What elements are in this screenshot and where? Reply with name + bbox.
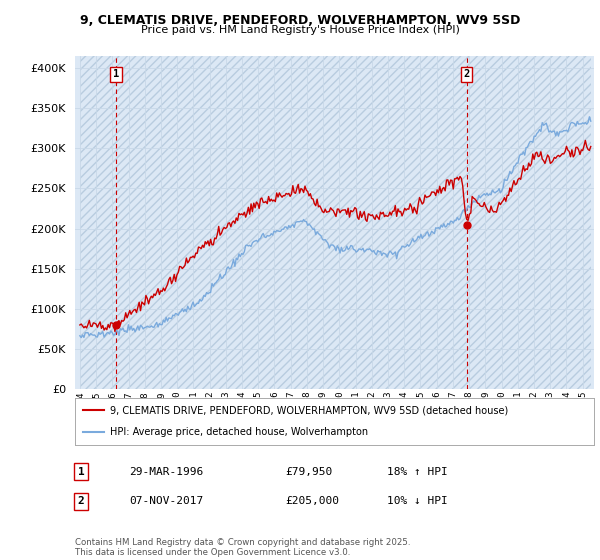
Text: 07-NOV-2017: 07-NOV-2017 [129, 496, 203, 506]
Text: 29-MAR-1996: 29-MAR-1996 [129, 466, 203, 477]
Text: 1: 1 [113, 69, 119, 80]
Text: HPI: Average price, detached house, Wolverhampton: HPI: Average price, detached house, Wolv… [110, 427, 368, 437]
Text: 1: 1 [77, 466, 85, 477]
Text: 2: 2 [77, 496, 85, 506]
Text: 18% ↑ HPI: 18% ↑ HPI [387, 466, 448, 477]
Text: Price paid vs. HM Land Registry's House Price Index (HPI): Price paid vs. HM Land Registry's House … [140, 25, 460, 35]
Text: 9, CLEMATIS DRIVE, PENDEFORD, WOLVERHAMPTON, WV9 5SD: 9, CLEMATIS DRIVE, PENDEFORD, WOLVERHAMP… [80, 14, 520, 27]
Text: 10% ↓ HPI: 10% ↓ HPI [387, 496, 448, 506]
Text: £79,950: £79,950 [285, 466, 332, 477]
Text: 9, CLEMATIS DRIVE, PENDEFORD, WOLVERHAMPTON, WV9 5SD (detached house): 9, CLEMATIS DRIVE, PENDEFORD, WOLVERHAMP… [110, 405, 509, 416]
Text: Contains HM Land Registry data © Crown copyright and database right 2025.
This d: Contains HM Land Registry data © Crown c… [75, 538, 410, 557]
Text: 2: 2 [464, 69, 470, 80]
Text: £205,000: £205,000 [285, 496, 339, 506]
